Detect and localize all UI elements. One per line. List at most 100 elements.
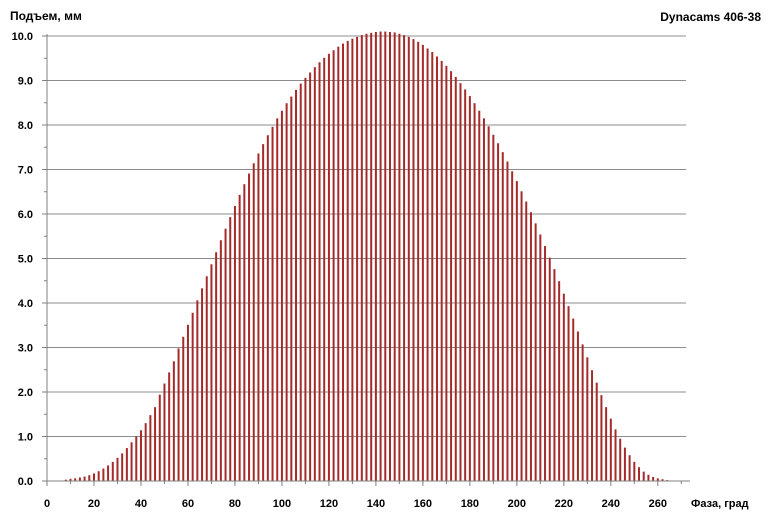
bar (121, 453, 124, 481)
bar (74, 478, 77, 481)
y-tick-label: 6.0 (18, 209, 33, 221)
bar (567, 306, 570, 481)
bar (482, 118, 485, 481)
bar (421, 44, 424, 482)
bar (304, 77, 307, 481)
bar (586, 357, 589, 481)
bar (78, 477, 81, 481)
bar (346, 40, 349, 482)
x-tick-label: 220 (555, 498, 573, 510)
tick-labels: 0.0 1.0 2.0 3.0 4.0 5.0 6.0 7.0 8.0 9.0 10.0 0 20 40 6… (12, 31, 667, 510)
bar (285, 103, 288, 481)
bar (125, 448, 128, 481)
bar (248, 173, 251, 481)
bar (102, 468, 105, 481)
x-tick-label: 60 (182, 498, 194, 510)
bar (97, 471, 100, 481)
bar (64, 479, 67, 481)
bar (633, 461, 636, 481)
bar (229, 217, 232, 482)
bar (576, 331, 579, 481)
bar (534, 223, 537, 481)
bar (544, 246, 547, 481)
x-tick-label: 160 (414, 498, 432, 510)
bar (558, 281, 561, 481)
axes (42, 34, 690, 486)
bar (379, 31, 382, 482)
x-tick-label: 100 (273, 498, 291, 510)
y-axis-title: Подъем, мм (10, 9, 82, 23)
bar (154, 407, 157, 481)
x-tick-label: 80 (229, 498, 241, 510)
bar (168, 372, 171, 481)
bar (69, 478, 72, 481)
bar (290, 96, 293, 482)
bar (553, 269, 556, 481)
bar (158, 394, 161, 481)
bar (464, 89, 467, 482)
bar (205, 276, 208, 481)
bar (238, 194, 241, 482)
bar (88, 475, 91, 481)
bar (468, 96, 471, 481)
y-tick-label: 3.0 (18, 343, 33, 355)
bar (450, 71, 453, 481)
bar (501, 152, 504, 481)
bar (478, 110, 481, 481)
bar (201, 288, 204, 481)
bar (351, 38, 354, 482)
bar (431, 52, 434, 482)
bar (92, 473, 95, 481)
bar (149, 415, 152, 481)
x-tick-label: 40 (135, 498, 147, 510)
bar (497, 143, 500, 481)
x-tick-label: 260 (649, 498, 667, 510)
bar (619, 438, 622, 481)
bar (332, 50, 335, 482)
bar (365, 33, 368, 482)
bar (591, 370, 594, 481)
bar (393, 32, 396, 481)
bar (356, 36, 359, 481)
y-tick-label: 9.0 (18, 76, 33, 88)
bar (384, 31, 387, 482)
bar (276, 118, 279, 481)
y-tick-label: 5.0 (18, 254, 33, 266)
bar (107, 465, 110, 481)
bar (139, 430, 142, 481)
x-tick-label: 200 (508, 498, 526, 510)
bar (210, 264, 213, 481)
bar (313, 67, 316, 482)
bar (83, 476, 86, 481)
bar (581, 344, 584, 481)
bar (473, 103, 476, 481)
bar (515, 181, 518, 481)
x-tick-label: 140 (367, 498, 385, 510)
bar (295, 89, 298, 481)
y-tick-label: 0.0 (18, 476, 33, 488)
bar (252, 163, 255, 481)
bar (638, 467, 641, 481)
bar (595, 382, 598, 481)
bar (562, 293, 565, 481)
bar (407, 36, 410, 481)
chart-title: Dynacams 406-38 (660, 10, 761, 24)
bar (360, 35, 363, 482)
bar (539, 234, 542, 481)
bar (243, 184, 246, 481)
bar (600, 395, 603, 481)
x-axis-title: Фаза, град (691, 498, 749, 510)
bar (374, 31, 377, 482)
bar (318, 62, 321, 481)
bar (219, 240, 222, 481)
x-tick-label: 120 (320, 498, 338, 510)
bar (614, 429, 617, 481)
x-tick-label: 20 (88, 498, 100, 510)
y-tick-label: 10.0 (12, 31, 33, 43)
bar (487, 126, 490, 482)
y-tick-label: 8.0 (18, 120, 33, 132)
x-tick-label: 180 (461, 498, 479, 510)
bar (309, 72, 312, 482)
bar (440, 60, 443, 482)
